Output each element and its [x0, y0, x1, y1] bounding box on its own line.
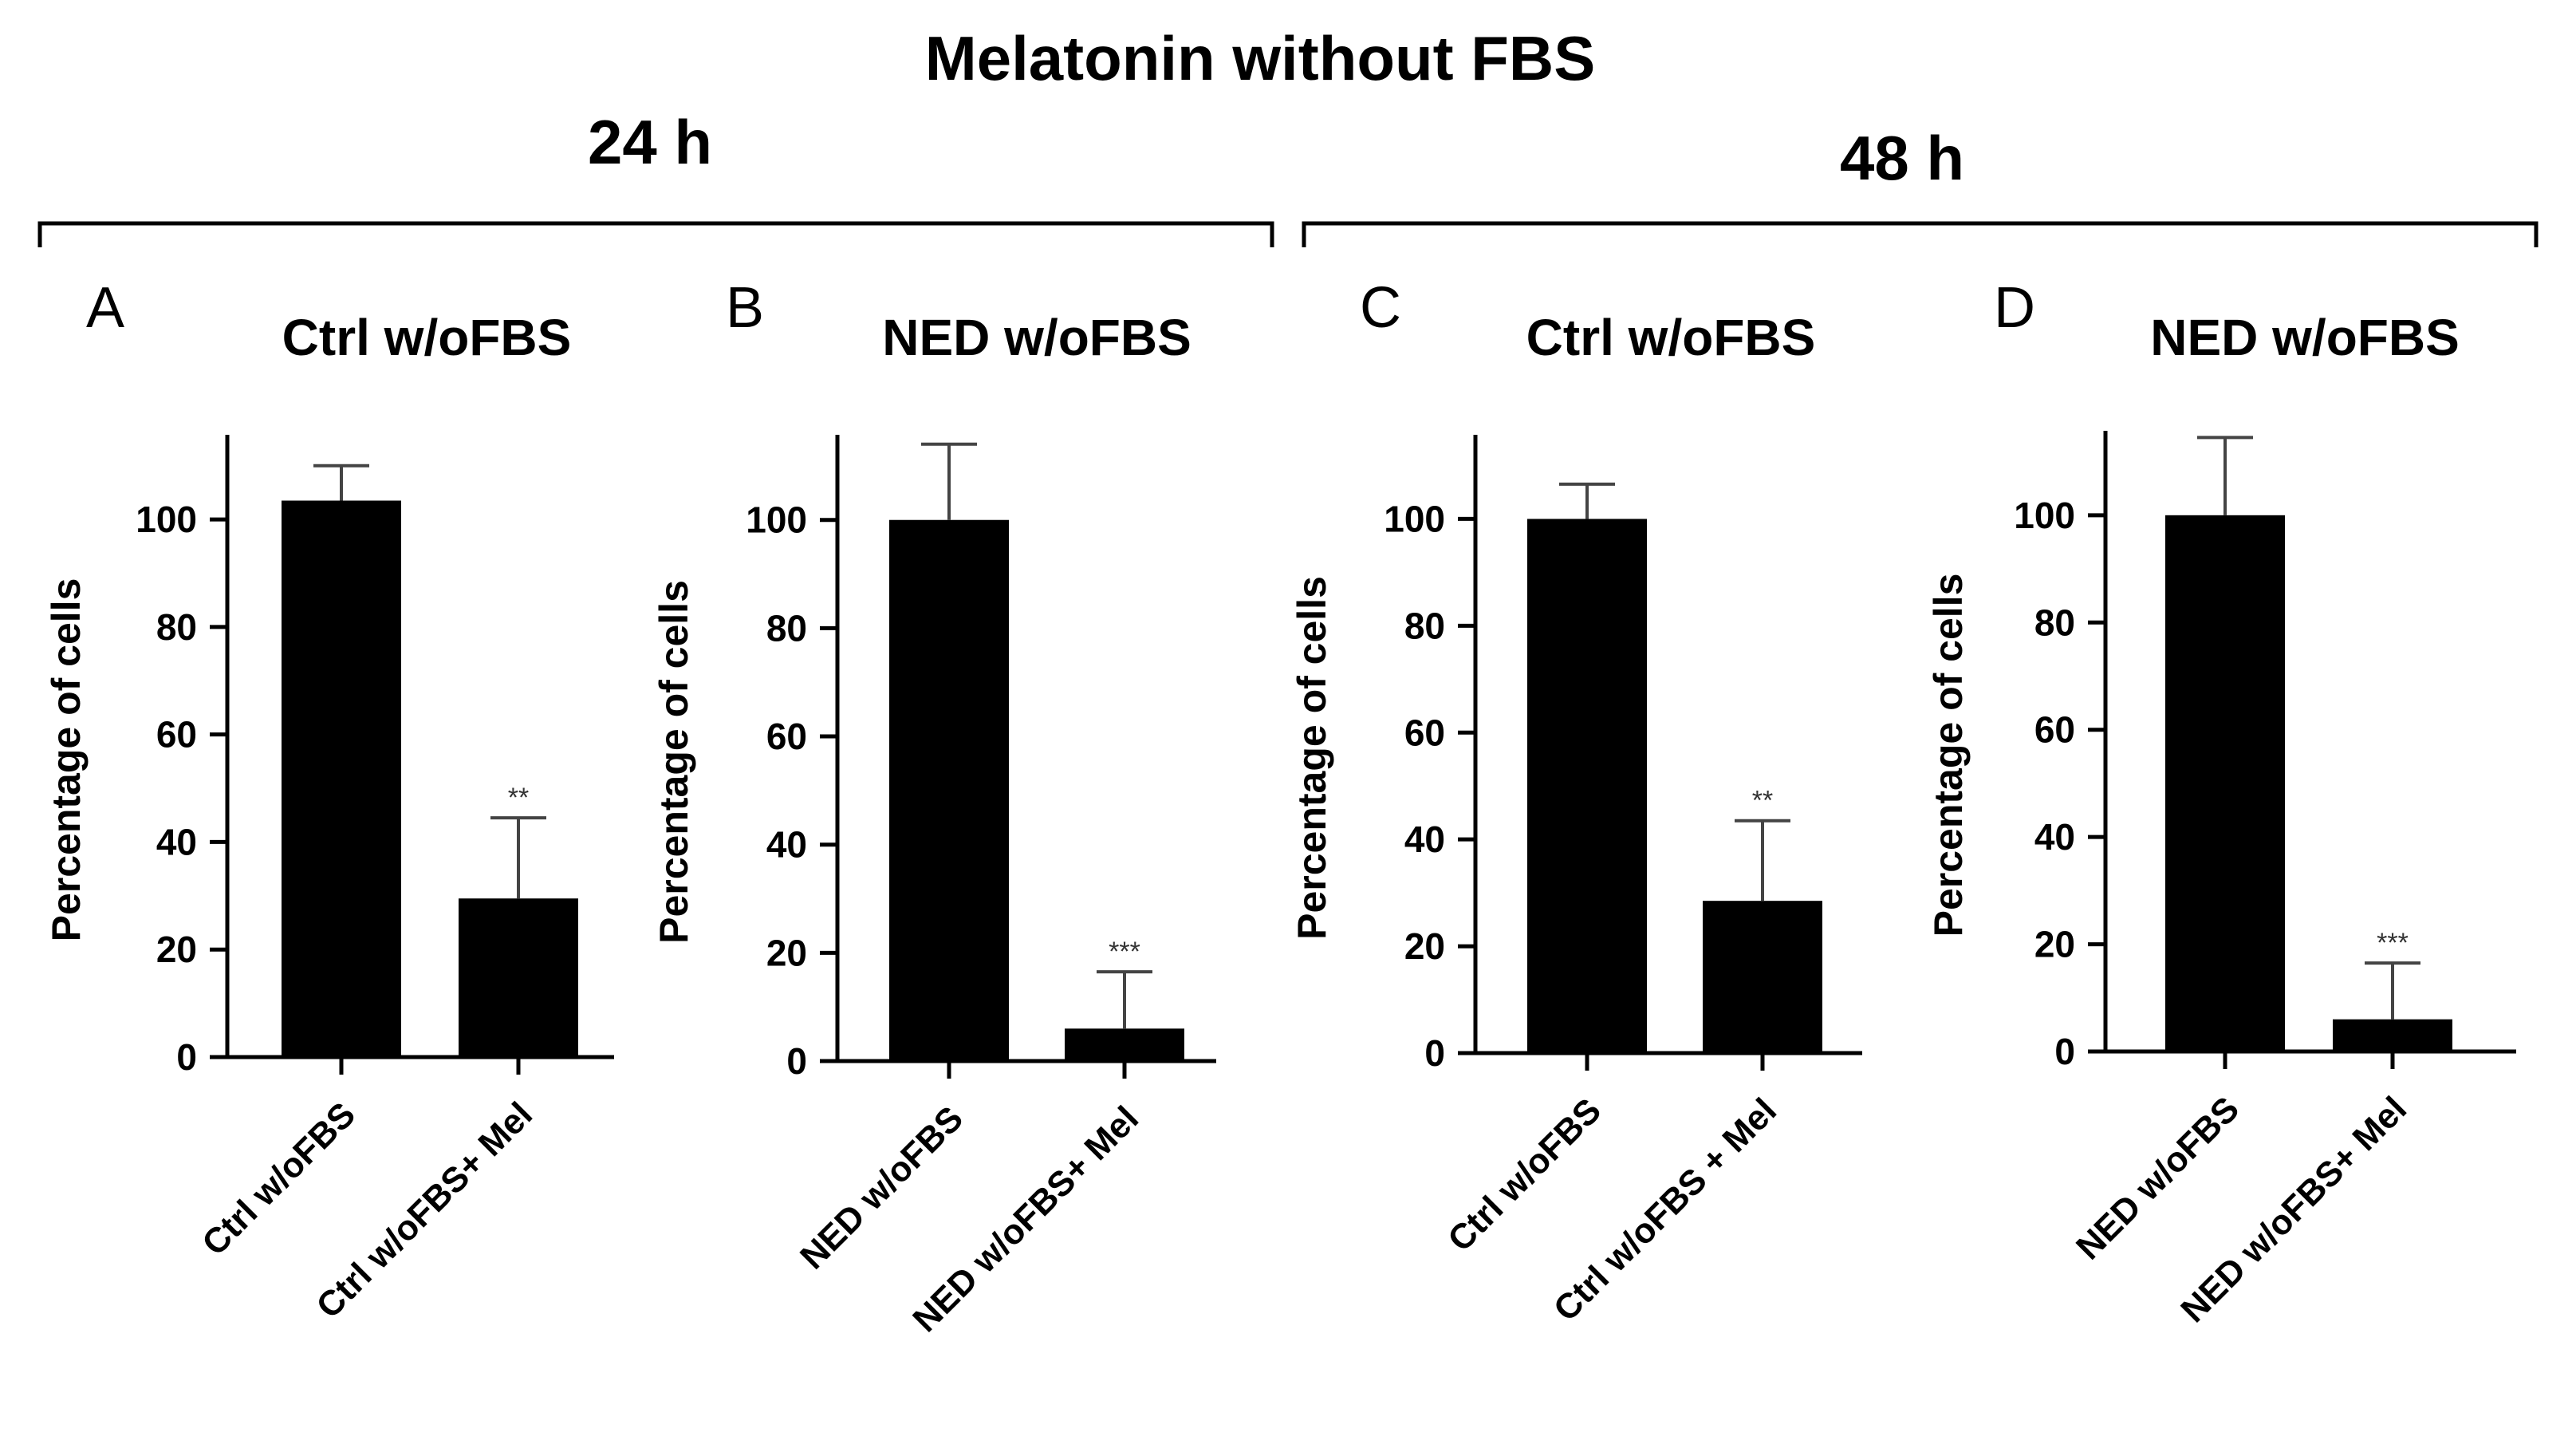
- y-tick-label: 20: [766, 932, 807, 973]
- bar: [1703, 901, 1822, 1053]
- chart-panel: B NED w/oFBS 0 20 40 60 80 100 Percentage of cel…: [652, 276, 1216, 1339]
- chart-panel: C Ctrl w/oFBS 0 20 40 60 80 100 Percentage of ce…: [1290, 276, 1862, 1329]
- panel-letter: D: [1994, 276, 2035, 340]
- y-axis-label: Percentage of cells: [1926, 574, 1971, 937]
- bar: [889, 519, 1009, 1061]
- y-tick-label: 20: [2034, 924, 2075, 965]
- bar: [459, 898, 578, 1057]
- category-label: Ctrl w/oFBS: [1440, 1091, 1609, 1259]
- y-tick-label: 40: [156, 821, 197, 862]
- period-group: 48 h: [1302, 123, 2539, 247]
- significance-label: ***: [1109, 937, 1140, 967]
- y-tick-label: 20: [156, 929, 197, 970]
- period-label: 24 h: [588, 107, 712, 177]
- chart-panel: A Ctrl w/oFBS 0 20 40 60 80 100 Percentage of ce…: [44, 276, 614, 1326]
- y-tick-label: 0: [176, 1036, 197, 1078]
- y-tick-label: 40: [1404, 819, 1445, 860]
- y-tick-label: 80: [1404, 605, 1445, 646]
- y-tick-label: 80: [766, 607, 807, 649]
- period-bracket: [37, 221, 1274, 247]
- y-tick-label: 0: [1424, 1032, 1445, 1074]
- y-tick-label: 100: [136, 499, 197, 540]
- panel-title: NED w/oFBS: [2150, 309, 2460, 366]
- y-tick-label: 60: [156, 714, 197, 756]
- y-tick-label: 60: [2034, 709, 2075, 751]
- y-tick-label: 40: [2034, 816, 2075, 858]
- chart-panels: A Ctrl w/oFBS 0 20 40 60 80 100 Percentage of ce…: [44, 276, 2516, 1339]
- category-label: NED w/oFBS: [793, 1099, 971, 1276]
- y-tick-label: 100: [1384, 498, 1445, 539]
- category-label: NED w/oFBS: [2069, 1089, 2247, 1267]
- period-group: 24 h: [37, 107, 1274, 247]
- panel-title: Ctrl w/oFBS: [1526, 309, 1816, 366]
- period-label: 48 h: [1840, 123, 1964, 193]
- significance-label: **: [508, 783, 529, 813]
- panel-letter: A: [86, 276, 124, 340]
- panel-title: NED w/oFBS: [882, 309, 1191, 366]
- y-tick-label: 0: [2054, 1031, 2075, 1072]
- bar: [282, 500, 401, 1057]
- y-tick-label: 60: [766, 716, 807, 757]
- significance-label: **: [1752, 786, 1773, 816]
- panel-letter: C: [1360, 276, 1401, 340]
- figure-title: Melatonin without FBS: [925, 23, 1596, 93]
- y-tick-label: 40: [766, 824, 807, 866]
- y-tick-label: 20: [1404, 925, 1445, 967]
- bar: [2333, 1019, 2452, 1051]
- y-axis-label: Percentage of cells: [1290, 576, 1334, 940]
- bar: [2165, 515, 2285, 1051]
- significance-label: ***: [2377, 928, 2409, 958]
- category-label: Ctrl w/oFBS: [195, 1095, 363, 1263]
- panel-title: Ctrl w/oFBS: [282, 309, 572, 366]
- period-brackets: 24 h 48 h: [37, 107, 2539, 247]
- bar: [1065, 1028, 1184, 1061]
- y-tick-label: 60: [1404, 712, 1445, 753]
- chart-panel: D NED w/oFBS 0 20 40 60 80 100 Percentage of cel…: [1926, 276, 2516, 1330]
- y-tick-label: 100: [746, 499, 807, 541]
- y-tick-label: 80: [156, 606, 197, 648]
- bar: [1527, 519, 1647, 1053]
- y-axis-label: Percentage of cells: [652, 580, 696, 944]
- y-axis-label: Percentage of cells: [44, 578, 89, 942]
- y-tick-label: 80: [2034, 602, 2075, 643]
- period-bracket: [1302, 221, 2539, 247]
- panel-letter: B: [726, 276, 764, 340]
- y-tick-label: 100: [2014, 495, 2075, 536]
- y-tick-label: 0: [786, 1040, 807, 1082]
